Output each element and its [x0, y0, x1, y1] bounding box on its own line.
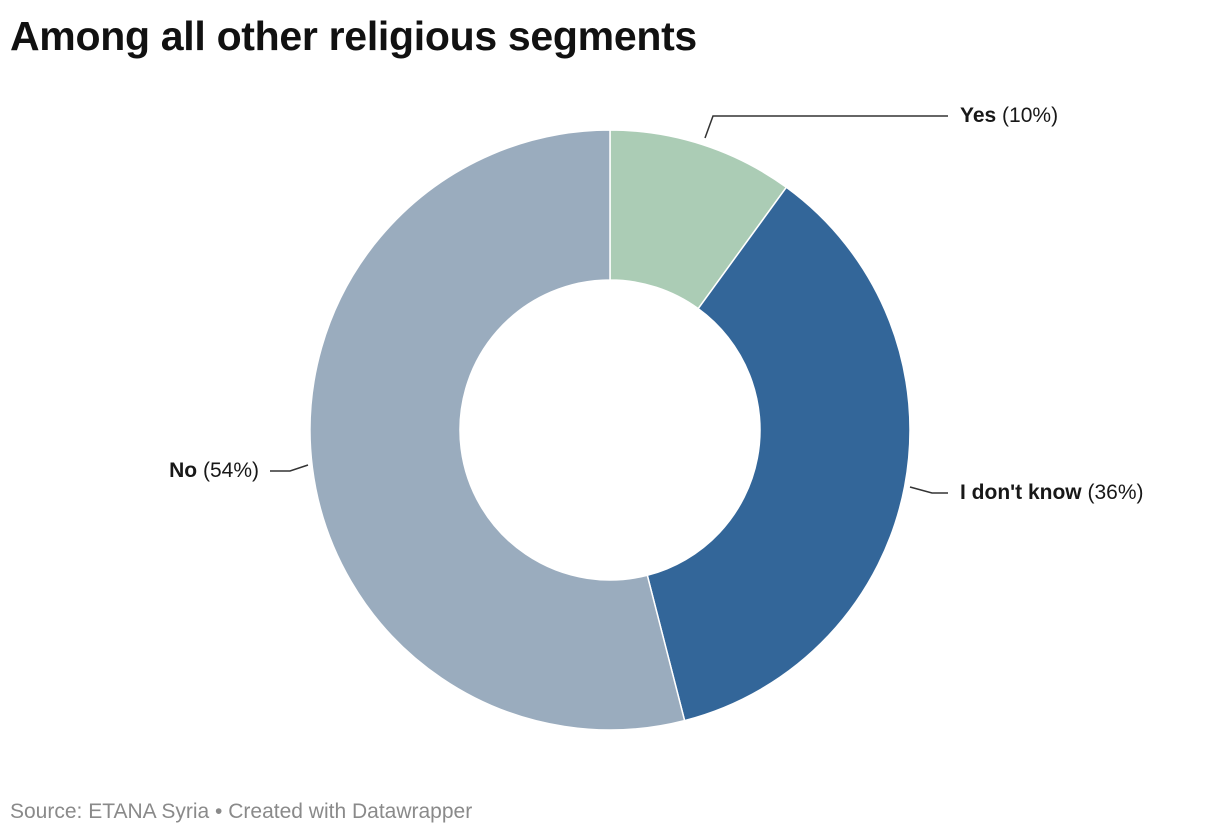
slice-labels: Yes (10%) I don't know (36%) No (54%) — [169, 104, 1143, 504]
slice-i-don-t-know — [646, 186, 911, 722]
leader-lines — [270, 115, 948, 494]
source-label: Source: — [10, 800, 83, 823]
chart-footer: Source: ETANA Syria • Created with Dataw… — [10, 798, 472, 826]
leader-line-yes — [704, 115, 948, 139]
slice-no — [309, 129, 686, 731]
credit-text: Created with Datawrapper — [228, 800, 473, 823]
donut-slices — [309, 129, 911, 731]
slice-label-i-don-t-know: I don't know (36%) — [960, 481, 1144, 504]
chart-title: Among all other religious segments — [10, 13, 697, 59]
slice-label-yes: Yes (10%) — [960, 104, 1058, 127]
source-name: ETANA Syria — [88, 800, 210, 823]
slice-label-no: No (54%) — [169, 459, 259, 482]
leader-line-i-don-t-know — [909, 486, 948, 494]
leader-line-no — [270, 464, 309, 472]
footer-separator: • — [215, 800, 223, 823]
